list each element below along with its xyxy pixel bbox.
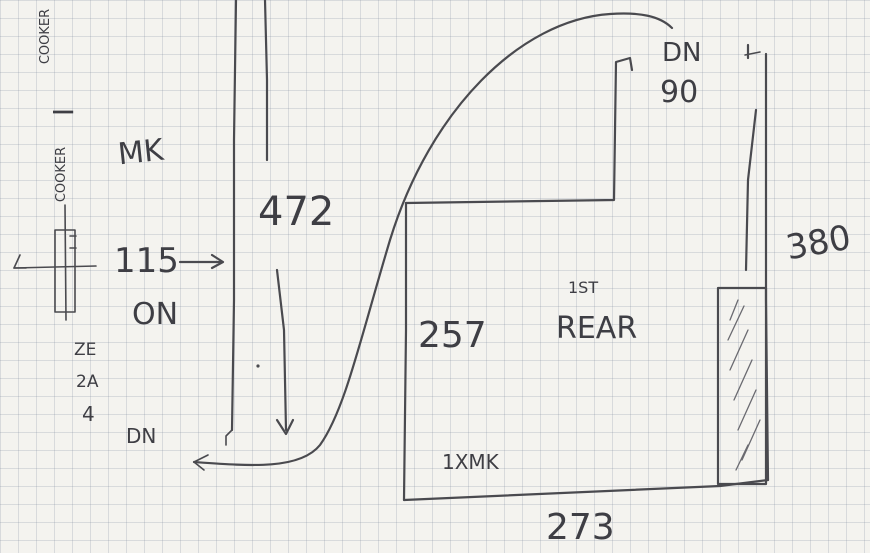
rear-room-left-wall — [402, 201, 408, 502]
label-2a: 2A — [76, 372, 99, 392]
cooker-symbol-axis — [13, 265, 97, 269]
cooker-symbol-ticks — [69, 235, 77, 249]
top-right-tick — [744, 51, 761, 56]
stair-curve-arrowhead — [193, 454, 209, 471]
label-90: 90 — [660, 75, 699, 110]
label-ze: ZE — [74, 340, 97, 360]
cooker-symbol-arrow — [13, 254, 27, 269]
corridor-corner-detail — [225, 429, 233, 446]
label-dn-bottom: DN — [126, 424, 157, 448]
label-cooker-top: COOKER — [38, 8, 54, 65]
rear-room-outline — [404, 56, 634, 205]
label-mk: MK — [116, 132, 166, 173]
dimension-arrowhead-472 — [275, 418, 295, 436]
hatched-unit-hatching — [727, 299, 761, 471]
label-rear: REAR — [556, 311, 638, 346]
corridor-left-wall — [230, 0, 238, 432]
stair-curve — [192, 12, 674, 467]
hatched-unit — [716, 286, 768, 486]
rear-room-inner-wall — [744, 43, 758, 272]
label-dn-top: DN — [662, 38, 702, 68]
label-380: 380 — [783, 217, 854, 269]
label-472: 472 — [258, 189, 335, 235]
label-1st: 1ST — [568, 278, 599, 297]
label-1xmk: 1XMK — [442, 450, 499, 474]
label-257: 257 — [418, 315, 487, 356]
dimension-arrowhead-115 — [210, 253, 225, 270]
label-on: ON — [132, 297, 179, 332]
label-cooker-mid: COOKER — [54, 146, 70, 203]
label-115: 115 — [114, 241, 179, 281]
corridor-right-wall — [263, 0, 269, 162]
label-273: 273 — [546, 507, 615, 548]
rear-room-bottom-wall — [402, 478, 770, 502]
label-4: 4 — [82, 402, 95, 426]
dimension-arrow-472 — [275, 268, 288, 432]
label-i: I — [47, 107, 81, 117]
corridor-dot — [256, 364, 260, 368]
cooker-symbol-stem — [64, 204, 67, 321]
